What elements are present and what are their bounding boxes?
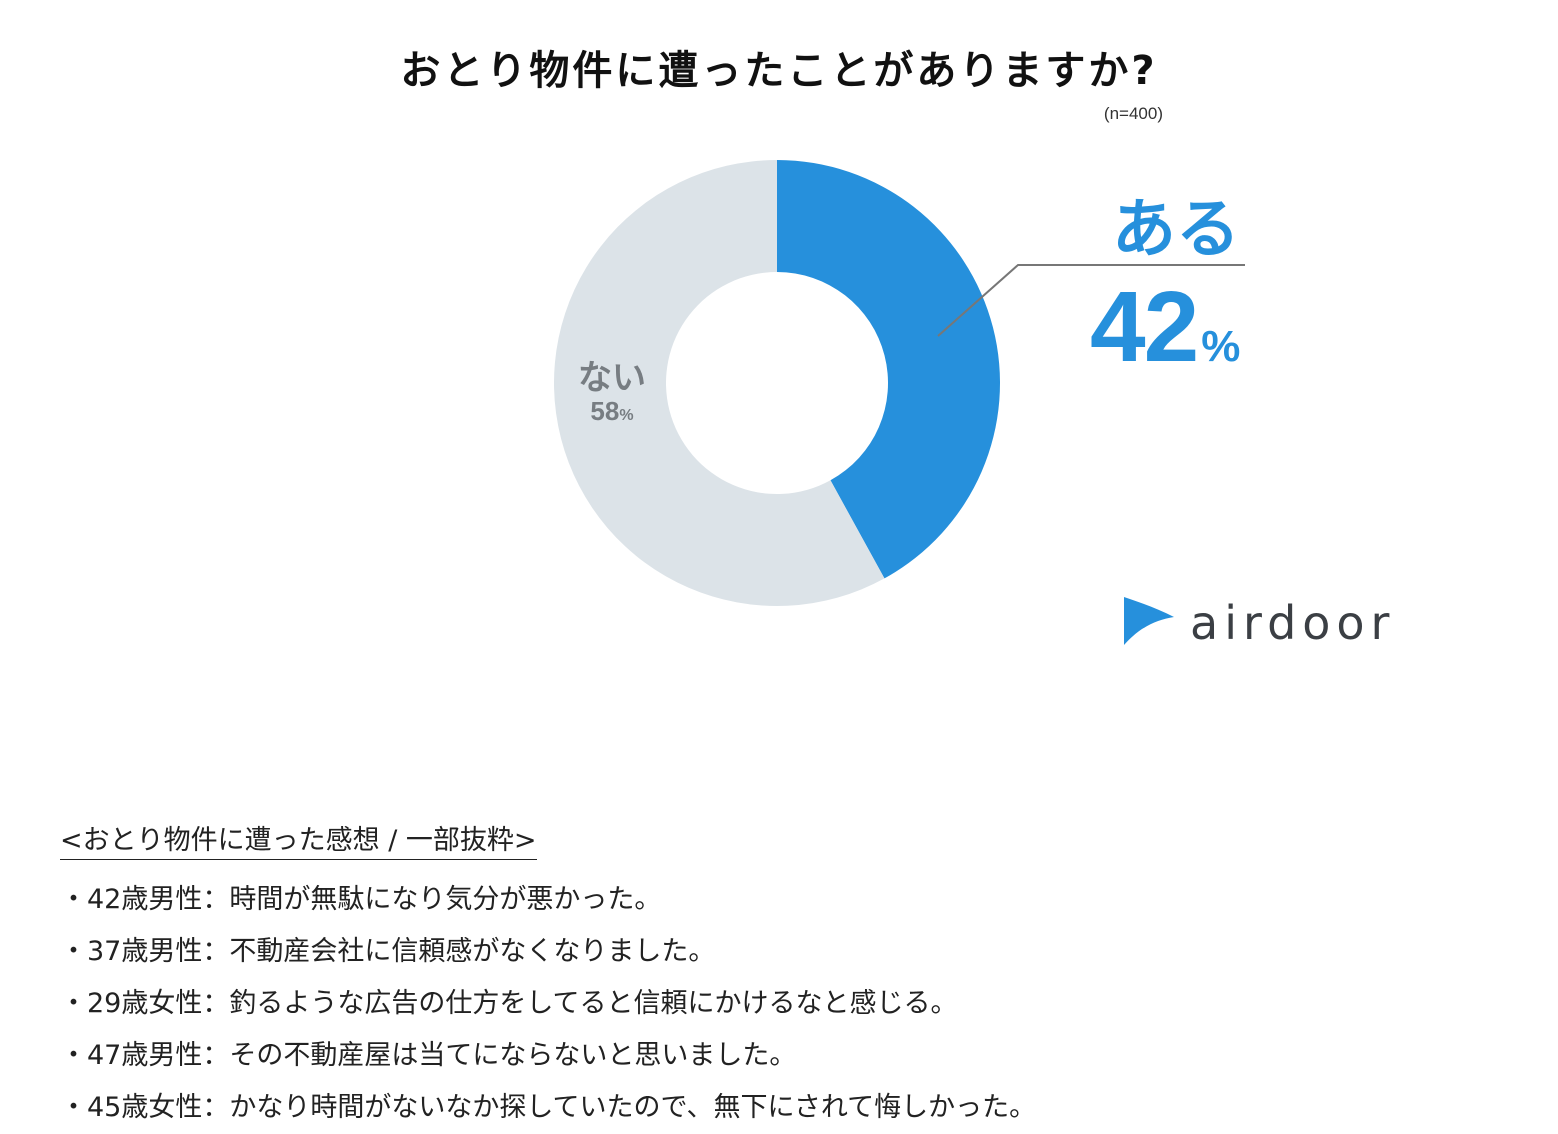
comment-item: ・37歳男性：不動産会社に信頼感がなくなりました。 [60,936,716,967]
comments-heading: <おとり物件に遭った感想 / 一部抜粋> [60,818,537,860]
comments-section: <おとり物件に遭った感想 / 一部抜粋> ・42歳男性：時間が無駄になり気分が悪… [60,818,1500,1134]
logo-text: airdoor [1190,596,1396,650]
comment-item: ・47歳男性：その不動産屋は当てにならないと思いました。 [60,1040,797,1071]
sample-size: (n=400) [1103,104,1163,123]
donut-slice-no [554,160,885,606]
comment-item: ・42歳男性：時間が無駄になり気分が悪かった。 [60,884,662,915]
slice-value-yes-unit: % [1201,322,1241,371]
flag-icon [1124,597,1174,645]
slice-value-yes: 42% [1090,270,1240,385]
slice-value-no-unit: % [619,407,634,424]
slice-value-no: 58% [562,396,662,427]
airdoor-logo: airdoor [1120,592,1395,650]
leader-line [937,264,1245,337]
slice-value-no-number: 58 [590,396,620,426]
slice-label-no: ない [578,358,646,398]
comment-list: ・42歳男性：時間が無駄になり気分が悪かった。 ・37歳男性：不動産会社に信頼感… [60,874,1500,1134]
slice-value-yes-number: 42 [1090,271,1199,383]
comment-item: ・29歳女性：釣るような広告の仕方をしてると信頼にかけるなと感じる。 [60,988,958,1019]
comment-item: ・45歳女性：かなり時間がないなか探していたので、無下にされて悔しかった。 [60,1092,1037,1123]
donut-slice-yes [777,160,1001,579]
chart-title: おとり物件に遭ったことがありますか? [400,48,1158,94]
slice-label-yes: ある [1112,193,1240,267]
